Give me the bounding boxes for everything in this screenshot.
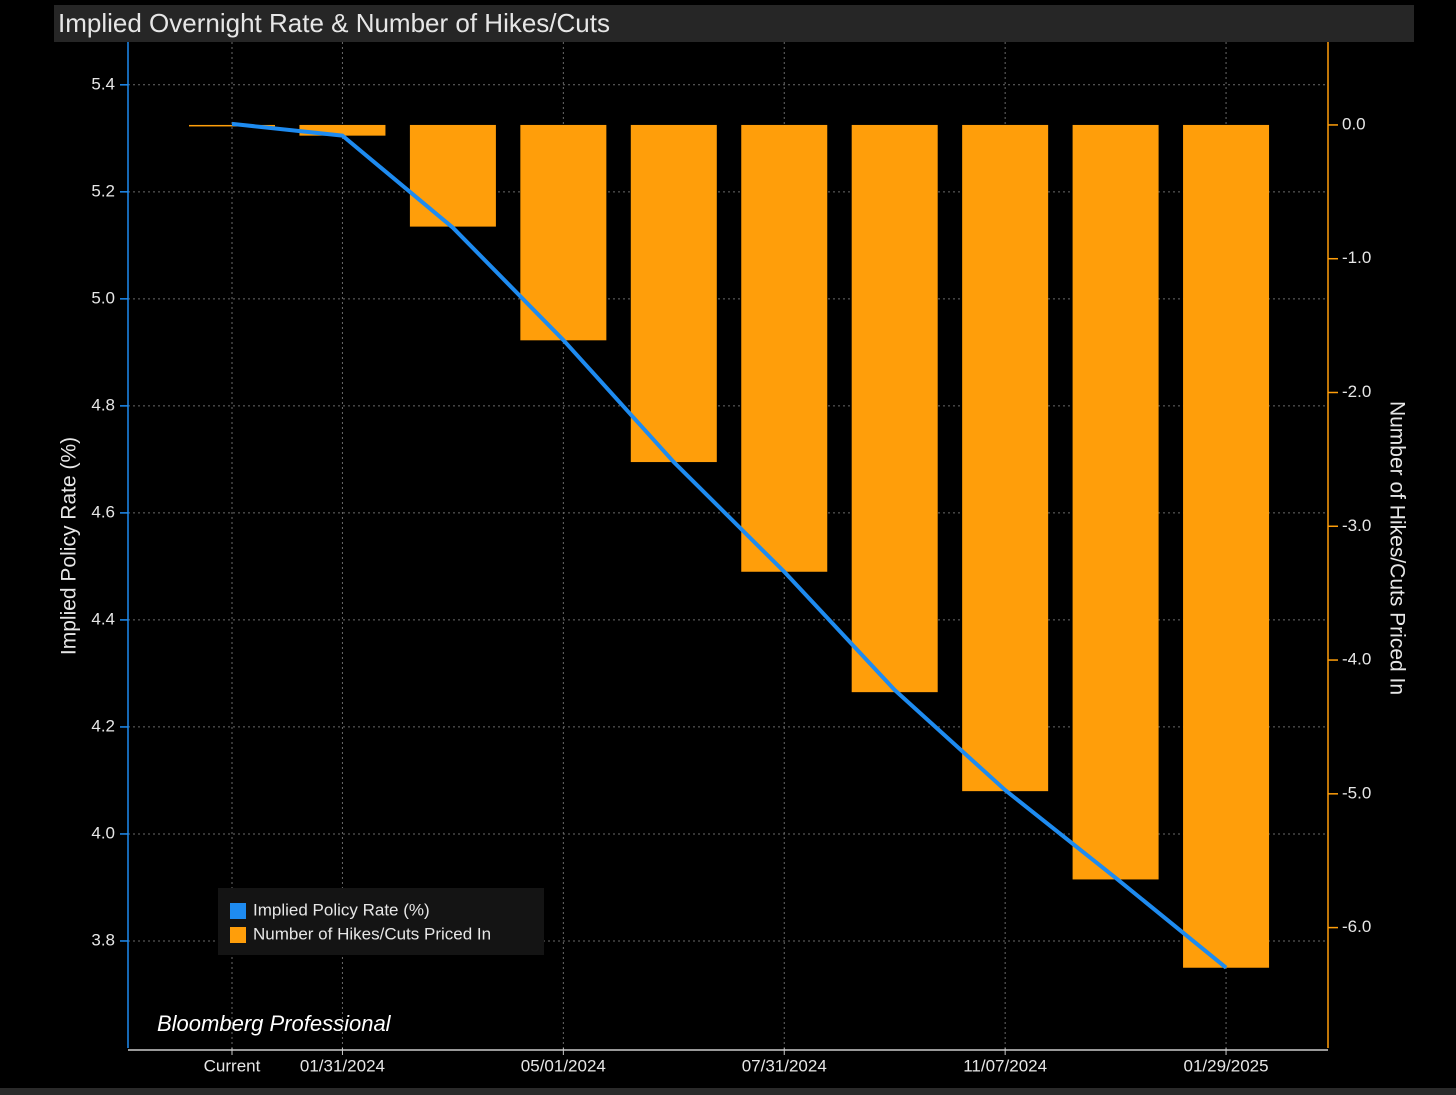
x-tick-label: 07/31/2024	[742, 1056, 827, 1075]
y-axis-title: Implied Policy Rate (%)	[58, 437, 81, 655]
x-tick-label: 11/07/2024	[963, 1056, 1047, 1075]
bar	[962, 124, 1049, 792]
bar	[409, 124, 496, 227]
y-tick-label: 4.6	[91, 502, 115, 521]
y-tick-label: 4.0	[91, 823, 115, 842]
y2-tick-label: 0.0	[1342, 114, 1366, 133]
title-bar	[54, 5, 1414, 42]
y-tick-label: 4.8	[91, 395, 115, 414]
bar	[299, 124, 386, 136]
legend: Implied Policy Rate (%) Number of Hikes/C…	[218, 888, 544, 955]
x-tick-label: 01/31/2024	[300, 1056, 385, 1075]
y2-tick-label: -1.0	[1342, 248, 1371, 267]
line	[231, 121, 1228, 970]
bar	[630, 124, 717, 463]
y2-tick-label: -2.0	[1342, 382, 1371, 401]
y2-tick-label: -3.0	[1342, 516, 1371, 535]
x-tick-label: 01/29/2025	[1184, 1056, 1269, 1075]
x-tick-label: 05/01/2024	[521, 1056, 606, 1075]
watermark: Bloomberg Professional	[157, 1011, 392, 1036]
y-tick-label: 5.0	[91, 288, 115, 307]
bar	[1072, 124, 1159, 880]
x-tick-label: Current	[204, 1056, 261, 1075]
legend-swatch	[230, 927, 246, 943]
bottom-strip	[0, 1088, 1456, 1095]
bar	[520, 124, 607, 341]
chart-title: Implied Overnight Rate & Number of Hikes…	[58, 8, 610, 38]
y2-tick-label: -4.0	[1342, 650, 1371, 669]
y2-tick-label: -5.0	[1342, 783, 1371, 802]
bar	[1183, 124, 1270, 968]
legend-box	[218, 888, 544, 955]
legend-label: Number of Hikes/Cuts Priced In	[253, 924, 491, 943]
y-tick-label: 5.4	[91, 74, 115, 93]
y-tick-label: 4.4	[91, 609, 115, 628]
y-tick-label: 3.8	[91, 930, 115, 949]
y2-tick-label: -6.0	[1342, 917, 1371, 936]
y2-axis-title: Number of Hikes/Cuts Priced In	[1385, 401, 1408, 695]
legend-swatch	[230, 903, 246, 919]
bar	[851, 124, 938, 693]
bar	[741, 124, 828, 572]
legend-label: Implied Policy Rate (%)	[253, 900, 430, 919]
y-tick-label: 4.2	[91, 716, 115, 735]
y-tick-label: 5.2	[91, 181, 115, 200]
